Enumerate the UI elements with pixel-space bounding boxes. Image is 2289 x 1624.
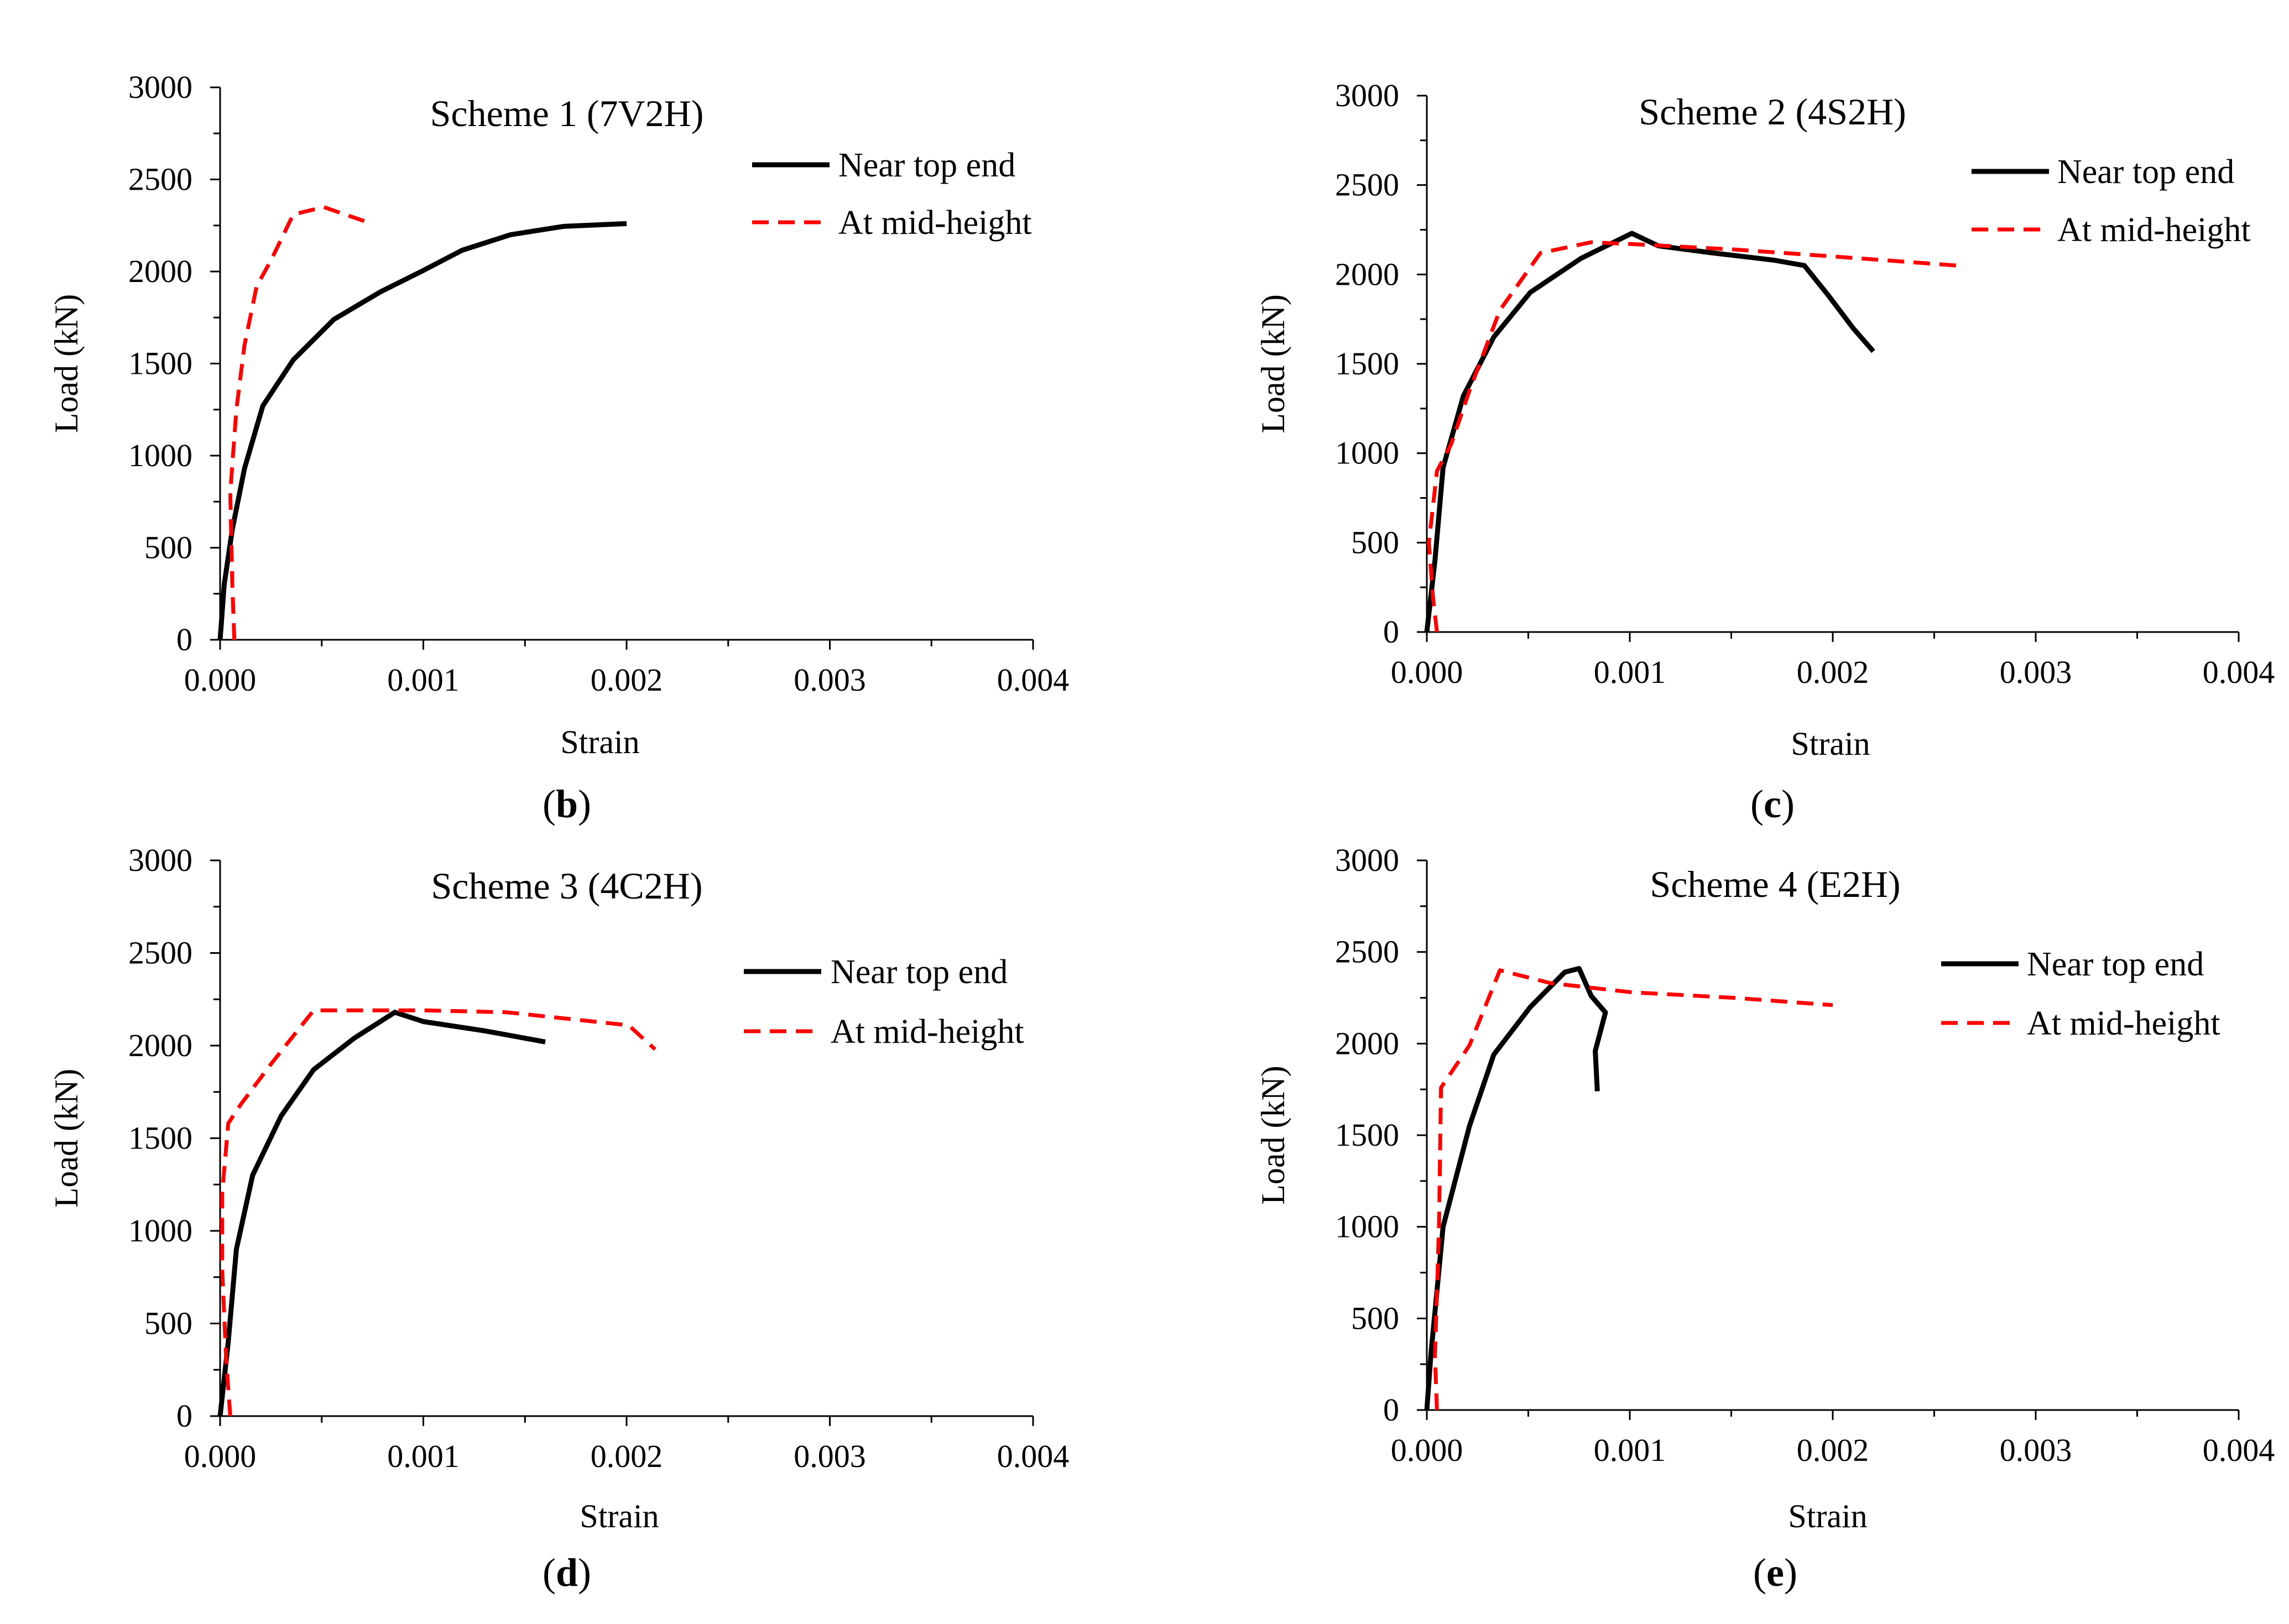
x-tick-label: 0.000	[1391, 1432, 1463, 1468]
panel-label: (b)	[543, 782, 591, 826]
x-tick-label: 0.002	[1797, 1432, 1869, 1468]
x-axis-title: Strain	[1788, 1498, 1867, 1534]
y-tick-label: 1000	[1335, 1209, 1399, 1245]
y-tick-label: 0	[1383, 1392, 1399, 1428]
y-tick-label: 500	[144, 530, 192, 566]
series-line-at-mid-height	[1427, 240, 1957, 633]
x-tick-label: 0.002	[591, 1438, 663, 1474]
y-tick-label: 2500	[128, 935, 192, 971]
panel-letter: c	[1764, 782, 1781, 826]
x-axis-title: Strain	[1791, 725, 1870, 762]
y-tick-label: 500	[1351, 1300, 1399, 1336]
legend-label-near-top-end: Near top end	[831, 953, 1008, 991]
chart-title: Scheme 2 (4S2H)	[1639, 91, 1906, 133]
y-tick-label: 3000	[128, 842, 192, 878]
y-tick-label: 1500	[128, 1120, 192, 1156]
panel-letter: d	[556, 1550, 578, 1595]
y-tick-label: 500	[144, 1306, 192, 1341]
chart-title: Scheme 4 (E2H)	[1650, 863, 1900, 905]
y-tick-label: 2000	[128, 1027, 192, 1063]
x-tick-label: 0.002	[591, 662, 663, 698]
legend-label-near-top-end: Near top end	[2057, 153, 2234, 191]
y-tick-label: 1500	[1335, 1117, 1399, 1153]
y-tick-label: 3000	[128, 69, 192, 105]
y-tick-label: 2000	[1335, 256, 1399, 292]
x-axis-title: Strain	[560, 724, 639, 760]
y-tick-label: 1000	[1335, 435, 1399, 471]
x-tick-label: 0.004	[2203, 654, 2275, 690]
y-tick-label: 1500	[1335, 346, 1399, 382]
panel-label: (c)	[1750, 782, 1795, 826]
x-tick-label: 0.004	[997, 662, 1070, 698]
series-line-near-top-end	[1424, 231, 1875, 633]
y-axis-title: Load (kN)	[48, 294, 85, 434]
series-line-near-top-end	[1424, 966, 1608, 1411]
x-axis-title: Strain	[580, 1498, 659, 1534]
legend-label-near-top-end: Near top end	[838, 147, 1015, 184]
y-tick-label: 3000	[1335, 77, 1399, 113]
x-tick-label: 0.001	[1594, 654, 1666, 690]
series-line-near-top-end	[217, 1010, 546, 1417]
x-tick-label: 0.001	[387, 662, 460, 698]
x-tick-label: 0.004	[2203, 1432, 2275, 1468]
chart-panel-d: 0 500 1000 1500 2000 2500 3000 0.000 0.001 0.002 0…	[48, 842, 1069, 1595]
y-axis-title: Load (kN)	[1255, 294, 1291, 434]
legend-label-at-mid-height: At mid-height	[838, 204, 1032, 242]
panel-label: (d)	[543, 1550, 591, 1595]
x-tick-label: 0.004	[997, 1438, 1070, 1474]
y-tick-label: 2000	[1335, 1025, 1399, 1061]
y-tick-label: 1000	[128, 1213, 192, 1249]
x-tick-label: 0.001	[387, 1438, 460, 1474]
x-tick-label: 0.000	[184, 1438, 257, 1474]
chart-panel-e: 0 500 1000 1500 2000 2500 3000 0.000 0.001 0.002 0…	[1255, 842, 2275, 1595]
y-tick-label: 1000	[128, 437, 192, 473]
x-tick-label: 0.003	[2000, 1432, 2072, 1468]
y-tick-label: 0	[1383, 614, 1399, 650]
y-tick-label: 3000	[1335, 842, 1399, 878]
panel-letter: b	[556, 782, 578, 826]
legend-label-at-mid-height: At mid-height	[2027, 1005, 2220, 1042]
y-tick-label: 2500	[1335, 167, 1399, 203]
x-tick-label: 0.001	[1594, 1432, 1666, 1468]
y-tick-label: 2500	[1335, 934, 1399, 970]
chart-panel-c: 0 500 1000 1500 2000 2500 3000 0.000 0.001 0.002 0…	[1255, 77, 2275, 826]
y-tick-label: 2000	[128, 253, 192, 289]
legend-label-near-top-end: Near top end	[2027, 946, 2204, 983]
x-tick-label: 0.003	[794, 662, 866, 698]
chart-title: Scheme 1 (7V2H)	[430, 92, 704, 134]
y-axis-title: Load (kN)	[48, 1069, 85, 1208]
legend-label-at-mid-height: At mid-height	[831, 1013, 1024, 1051]
series-line-at-mid-height	[228, 205, 367, 640]
x-tick-label: 0.000	[1391, 654, 1463, 690]
series-line-near-top-end	[217, 221, 627, 640]
y-axis-title: Load (kN)	[1255, 1066, 1291, 1205]
legend-label-at-mid-height: At mid-height	[2057, 211, 2251, 249]
x-tick-label: 0.003	[2000, 654, 2072, 690]
x-tick-label: 0.000	[184, 662, 257, 698]
panel-label: (e)	[1753, 1550, 1797, 1595]
series-line-at-mid-height	[220, 1008, 656, 1417]
y-tick-label: 0	[176, 622, 192, 657]
chart-panel-b: 0 500 1000 1500 2000 2500 3000 0.000 0.001 0.002 0…	[48, 69, 1069, 826]
y-tick-label: 2500	[128, 161, 192, 197]
y-tick-label: 500	[1351, 524, 1399, 560]
panel-letter: e	[1766, 1550, 1784, 1595]
y-tick-label: 0	[176, 1398, 192, 1434]
chart-title: Scheme 3 (4C2H)	[431, 865, 702, 907]
y-tick-label: 1500	[128, 346, 192, 382]
x-tick-label: 0.003	[794, 1438, 866, 1474]
x-tick-label: 0.002	[1797, 654, 1869, 690]
series-line-at-mid-height	[1433, 968, 1833, 1411]
